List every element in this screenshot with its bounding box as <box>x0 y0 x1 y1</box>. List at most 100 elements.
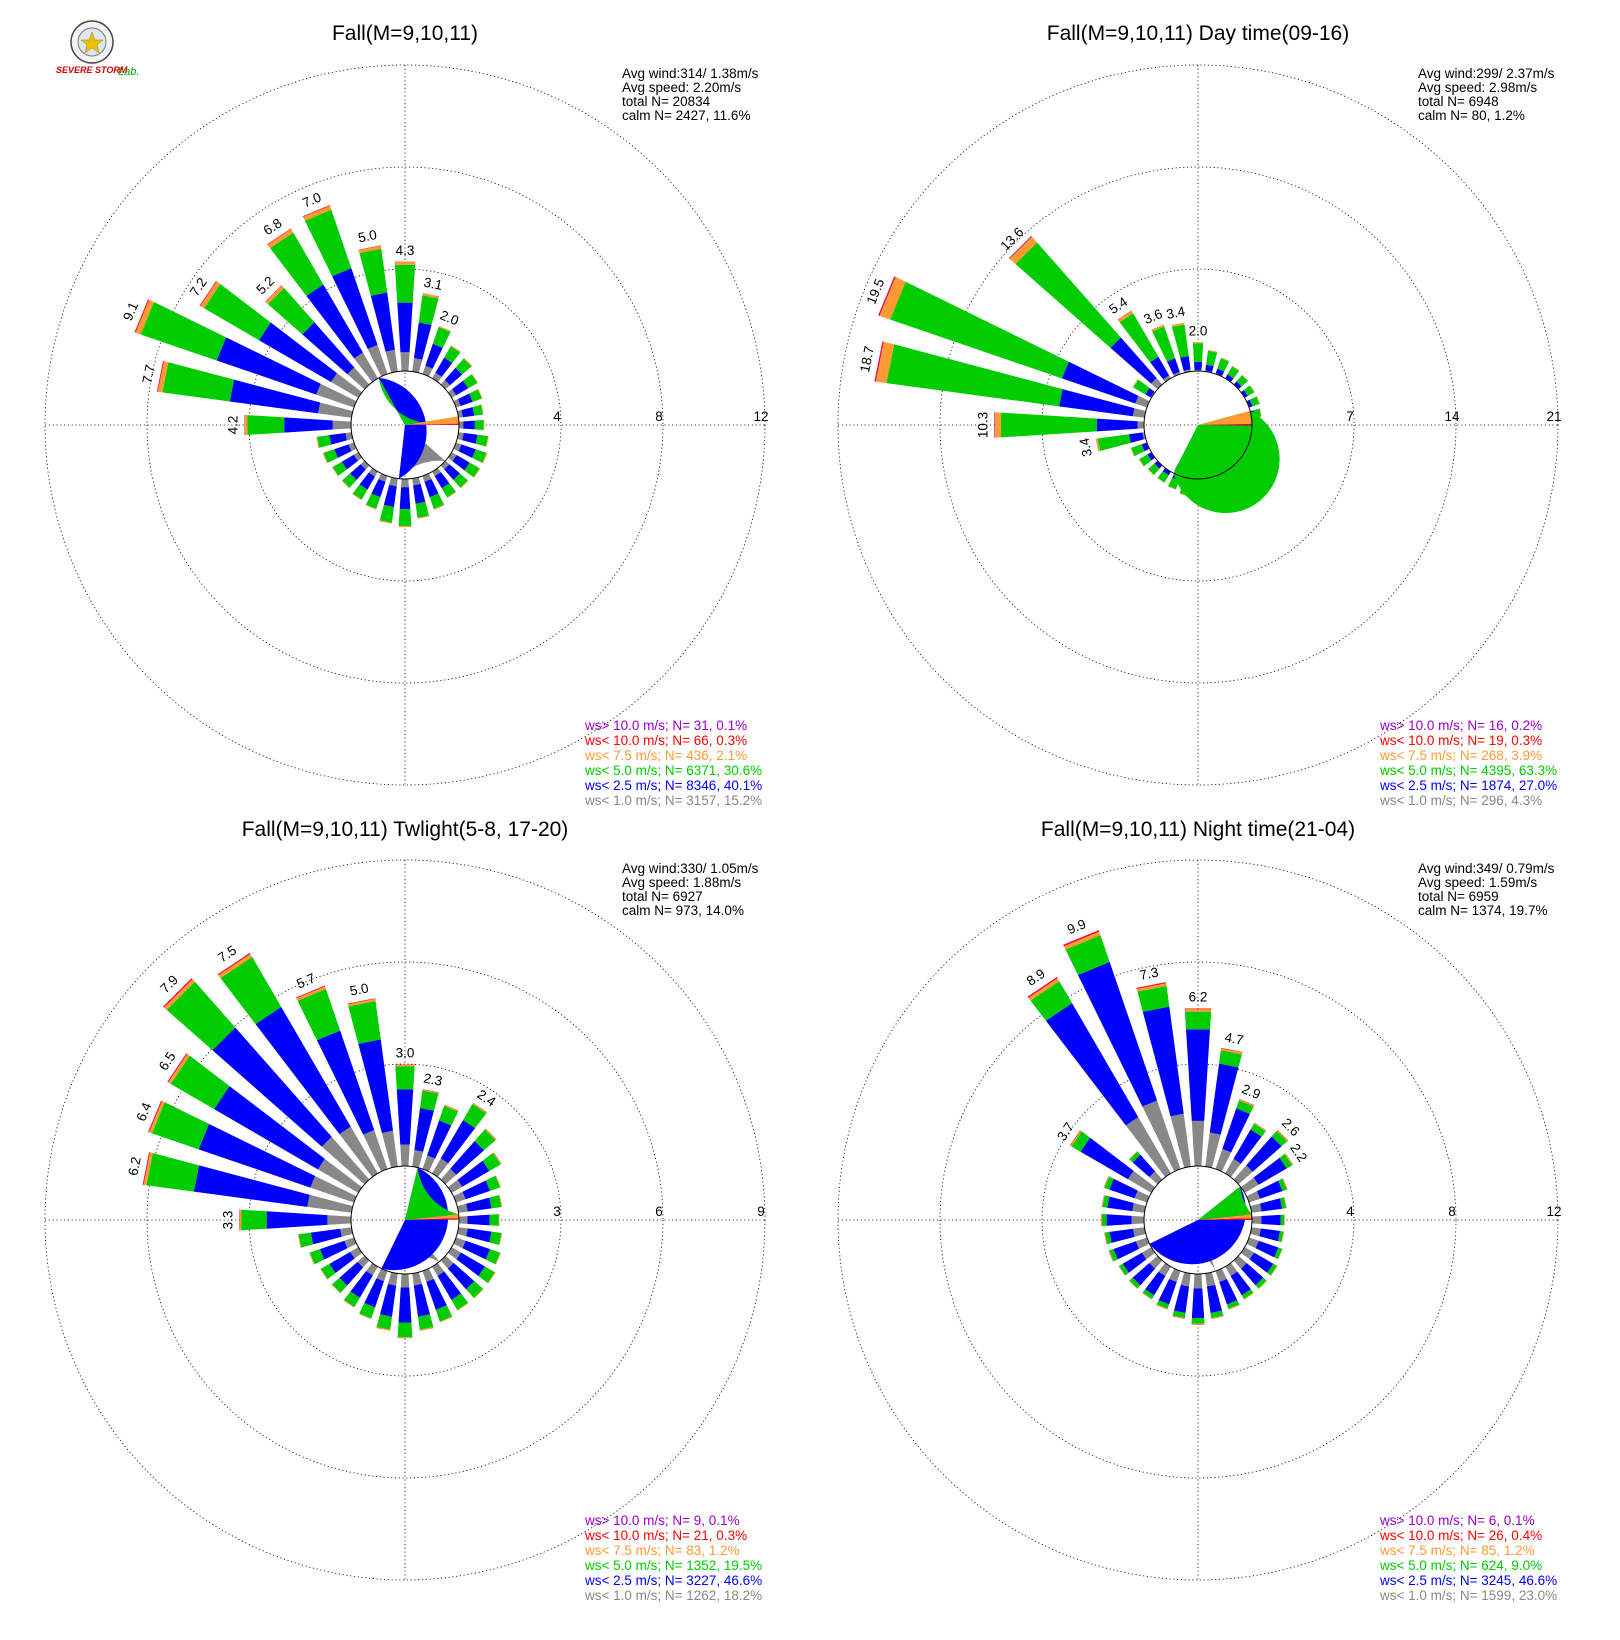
wind-bar-segment <box>267 228 292 245</box>
wind-bar-segment <box>394 264 416 303</box>
wind-bar-segment <box>379 504 394 523</box>
wind-bar-segment <box>455 358 472 375</box>
wind-bar-segment <box>417 1314 434 1330</box>
wind-bar-segment <box>395 1066 415 1090</box>
wind-bar-segment <box>1191 1288 1205 1319</box>
wind-bar-segment <box>1217 358 1230 372</box>
bar-value-label: 2.0 <box>1189 323 1208 338</box>
wind-bar-segment <box>157 361 169 393</box>
wind-bar-segment <box>1045 1003 1139 1126</box>
wind-bar-segment <box>419 1327 434 1331</box>
wind-bar-segment <box>493 1152 502 1164</box>
wind-bar-segment <box>1118 1265 1126 1276</box>
chart-title: Fall(M=9,10,11) Day time(09-16) <box>1047 22 1349 45</box>
wind-bar-segment <box>1156 1304 1168 1310</box>
wind-bar-segment <box>447 1262 475 1290</box>
wind-bar-segment <box>142 1152 150 1185</box>
bar-value-label: 3.6 <box>1142 306 1165 327</box>
wind-bar-segment <box>1184 1008 1212 1010</box>
wind-bar-segment <box>241 1209 267 1231</box>
wind-bar-segment <box>1139 454 1152 467</box>
wind-rose-panel-2: Fall(M=9,10,11) Day time(09-16)7 14 2119.5… <box>837 22 1562 808</box>
wind-bar-segment <box>332 420 352 430</box>
wind-bar-segment <box>167 1053 188 1083</box>
chart-title: Fall(M=9,10,11) Twlight(5-8, 17-20) <box>242 818 569 841</box>
wind-bar-segment <box>1117 310 1132 320</box>
wind-bar-segment <box>1172 1315 1185 1319</box>
wind-bar-segment <box>1097 434 1131 451</box>
legend-entry: ws< 10.0 m/s; N= 19, 0.3% <box>1379 733 1542 748</box>
wind-bar-segment <box>1101 1213 1102 1227</box>
wind-bar-segment <box>321 1136 370 1185</box>
bar-value-label: 3.7 <box>1054 1120 1077 1144</box>
wind-bar-segment <box>878 276 895 316</box>
wind-bar-segment <box>495 1252 501 1265</box>
stat-line: Avg wind:330/ 1.05m/s <box>622 861 759 876</box>
legend-entry: ws< 5.0 m/s; N= 6371, 30.6% <box>584 763 762 778</box>
wind-bar-segment <box>302 322 355 375</box>
wind-bar-segment <box>1192 343 1204 362</box>
wind-bar-segment <box>413 483 426 504</box>
wind-bar-segment <box>1285 1153 1294 1165</box>
wind-bar-segment <box>412 477 421 486</box>
wind-bar-segment <box>239 1209 242 1231</box>
legend-entry: ws< 7.5 m/s; N= 436, 2.1% <box>584 748 747 763</box>
wind-bar-segment <box>341 454 358 470</box>
wind-bar-segment <box>1205 364 1214 372</box>
wind-bar-segment <box>199 280 217 307</box>
wind-bar-segment <box>886 344 1063 407</box>
wind-bar-segment <box>142 1152 150 1185</box>
wind-bar-segment <box>1259 408 1262 417</box>
legend-entry: ws> 10.0 m/s; N= 16, 0.2% <box>1379 718 1542 733</box>
wind-bar-segment <box>1132 379 1139 388</box>
wind-bar-segment <box>1211 1315 1224 1319</box>
bar-value-label: 2.9 <box>1240 1081 1263 1102</box>
wind-bar-segment <box>1233 1165 1253 1185</box>
wind-bar-segment <box>353 452 363 461</box>
wind-bar-segment <box>1210 1310 1224 1319</box>
wind-bar-segment <box>457 1160 490 1187</box>
wind-bar-segment <box>412 1150 424 1168</box>
wind-bar-segment <box>329 1251 355 1273</box>
wind-bar-segment <box>413 322 432 360</box>
wind-bar-segment <box>265 285 285 305</box>
bar-value-label: 10.3 <box>975 412 990 438</box>
bar-value-label: 4.3 <box>396 243 415 258</box>
wind-bar-segment <box>995 412 1001 438</box>
wind-bar-segment <box>429 493 445 509</box>
bar-value-label: 6.2 <box>1189 989 1208 1004</box>
wind-bar-segment <box>462 1180 491 1200</box>
wind-bar-segment <box>422 293 440 299</box>
wind-bar-segment <box>1191 1323 1205 1325</box>
wind-bar-segment <box>1241 390 1248 398</box>
wind-bar-segment <box>1249 396 1260 407</box>
wind-bar-segment <box>157 360 164 392</box>
wind-bar-segment <box>1000 412 1097 438</box>
wind-bar-segment <box>1171 322 1185 328</box>
pie-slice <box>1198 1214 1252 1220</box>
wind-bar-segment <box>1063 930 1099 946</box>
wind-bar-segment <box>359 1303 376 1319</box>
stat-line: Avg wind:349/ 0.79m/s <box>1418 861 1555 876</box>
legend-entry: ws> 10.0 m/s; N= 31, 0.1% <box>584 718 747 733</box>
wind-bar-segment <box>1184 1011 1212 1030</box>
wind-bar-segment <box>1069 1130 1081 1146</box>
bar-value-label: 7.2 <box>187 275 210 299</box>
wind-bar-segment <box>244 414 248 436</box>
wind-bar-segment <box>267 287 315 335</box>
wind-bar-segment <box>284 417 333 433</box>
wind-bar-segment <box>1246 399 1253 408</box>
wind-bar-segment <box>440 1168 457 1185</box>
wind-bar-segment <box>415 501 430 518</box>
wind-bar-segment <box>1132 408 1146 418</box>
lab-logo: SEVERE STORM Lab. <box>56 20 139 78</box>
pie-slice <box>405 1167 459 1220</box>
wind-rose-panel-3: Fall(M=9,10,11) Twlight(5-8, 17-20) 3 6 9 7.… <box>44 818 766 1603</box>
wind-bar-segment <box>472 404 484 416</box>
wind-bar-segment <box>398 509 412 526</box>
wind-bar-segment <box>365 504 377 510</box>
wind-bar-segment <box>453 473 468 488</box>
wind-bar-segment <box>255 1006 351 1135</box>
wind-bar-segment <box>1132 1154 1156 1178</box>
wind-bar-segment <box>270 232 324 296</box>
